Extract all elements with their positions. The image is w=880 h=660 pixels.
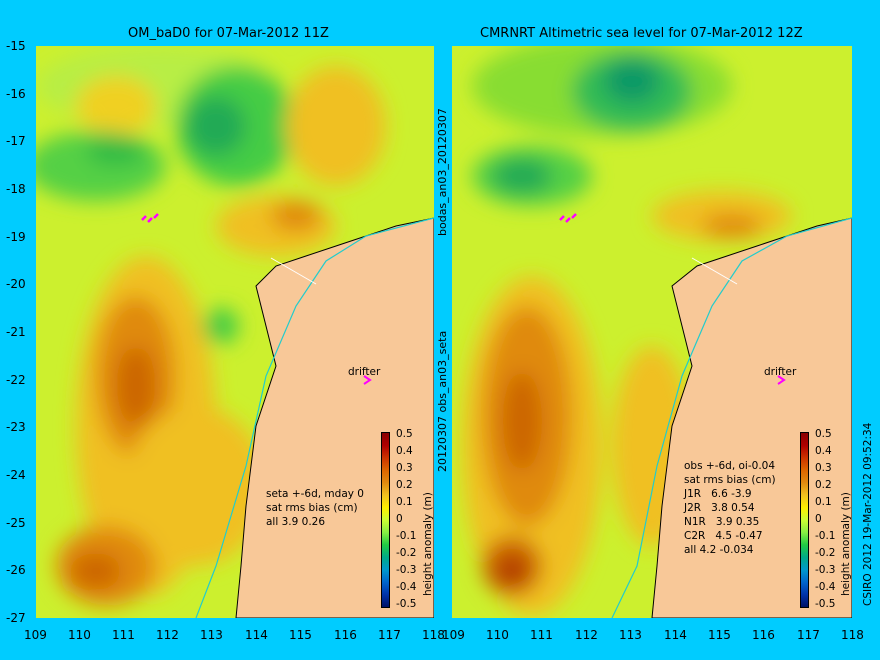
x-tick-label-right: 112 [575,628,598,642]
left-stats-line-1: seta +-6d, mday 0 [266,488,364,500]
right-colorbar-title: height anomaly (m) [840,492,852,596]
x-tick-label-left: 112 [156,628,179,642]
y-tick-label: -26 [6,563,26,577]
y-tick-label: -17 [6,134,26,148]
x-tick-label-right: 116 [752,628,775,642]
x-tick-label-left: 113 [200,628,223,642]
right-map-title: CMRNRT Altimetric sea level for 07-Mar-2… [480,26,803,41]
x-tick-label-right: 117 [797,628,820,642]
right-stats-line-3: J1R 6.6 -3.9 [684,488,752,500]
right-stats-line-6: C2R 4.5 -0.47 [684,530,763,542]
right-colorbar-tick: 0.3 [815,462,832,474]
right-stats-line-5: N1R 3.9 0.35 [684,516,760,528]
y-tick-label: -25 [6,516,26,530]
left-colorbar-tick: 0.5 [396,428,413,440]
left-colorbar-title: height anomaly (m) [422,492,434,596]
x-tick-label-right: 110 [486,628,509,642]
right-colorbar-tick: 0.4 [815,445,832,457]
left-map-panel: seta +-6d, mday 0 sat rms bias (cm) all … [36,46,434,618]
right-colorbar-tick: -0.2 [815,547,836,559]
right-colorbar-tick: -0.3 [815,564,836,576]
middle-lower-label: 20120307 obs_an03_seta [436,330,449,472]
left-colorbar-tick: 0 [396,513,403,525]
x-tick-label-right: 113 [619,628,642,642]
left-colorbar-tick: 0.1 [396,496,413,508]
x-tick-label-left: 117 [378,628,401,642]
right-colorbar-tick: 0.1 [815,496,832,508]
left-colorbar-tick: -0.3 [396,564,417,576]
left-stats-line-2: sat rms bias (cm) [266,502,358,514]
left-map-title: OM_baD0 for 07-Mar-2012 11Z [128,26,329,41]
left-colorbar [381,432,390,608]
right-drifter-label: drifter [764,366,797,378]
x-tick-label-left: 115 [289,628,312,642]
credit-text: CSIRO 2012 19-Mar-2012 09:52:34 [862,422,874,606]
right-colorbar-tick: 0.2 [815,479,832,491]
y-tick-label: -18 [6,182,26,196]
y-tick-label: -24 [6,468,26,482]
left-colorbar-tick: 0.3 [396,462,413,474]
right-map-panel: obs +-6d, oi-0.04 sat rms bias (cm) J1R … [452,46,852,618]
x-tick-label-right: 115 [708,628,731,642]
right-map-svg [452,46,852,618]
left-stats-line-3: all 3.9 0.26 [266,516,326,528]
y-tick-label: -19 [6,230,26,244]
x-tick-label-left: 111 [112,628,135,642]
right-stats-line-2: sat rms bias (cm) [684,474,776,486]
y-tick-label: -21 [6,325,26,339]
right-stats-line-4: J2R 3.8 0.54 [684,502,755,514]
right-colorbar [800,432,809,608]
middle-upper-label: bodas_an03_20120307 [436,108,449,236]
x-tick-label-left: 114 [245,628,268,642]
right-stats-line-7: all 4.2 -0.034 [684,544,754,556]
x-tick-label-right: 111 [530,628,553,642]
x-tick-label-left: 109 [24,628,47,642]
y-tick-label: -20 [6,277,26,291]
y-tick-label: -15 [6,39,26,53]
y-tick-label: -27 [6,611,26,625]
left-colorbar-tick: -0.5 [396,598,417,610]
x-tick-label-right: 109 [442,628,465,642]
left-colorbar-tick: 0.4 [396,445,413,457]
left-colorbar-tick: -0.2 [396,547,417,559]
x-tick-label-left: 116 [334,628,357,642]
y-tick-label: -23 [6,420,26,434]
x-tick-label-right: 114 [664,628,687,642]
left-colorbar-tick: -0.1 [396,530,417,542]
x-tick-label-right: 118 [841,628,864,642]
y-tick-label: -16 [6,87,26,101]
left-map-svg [36,46,434,618]
x-tick-label-left: 110 [68,628,91,642]
y-tick-label: -22 [6,373,26,387]
right-colorbar-tick: 0 [815,513,822,525]
x-tick-label-left: 118 [422,628,445,642]
right-stats-line-1: obs +-6d, oi-0.04 [684,460,776,472]
left-drifter-label: drifter [348,366,381,378]
right-colorbar-tick: -0.4 [815,581,836,593]
right-colorbar-tick: 0.5 [815,428,832,440]
right-colorbar-tick: -0.1 [815,530,836,542]
left-colorbar-tick: 0.2 [396,479,413,491]
left-colorbar-tick: -0.4 [396,581,417,593]
right-colorbar-tick: -0.5 [815,598,836,610]
